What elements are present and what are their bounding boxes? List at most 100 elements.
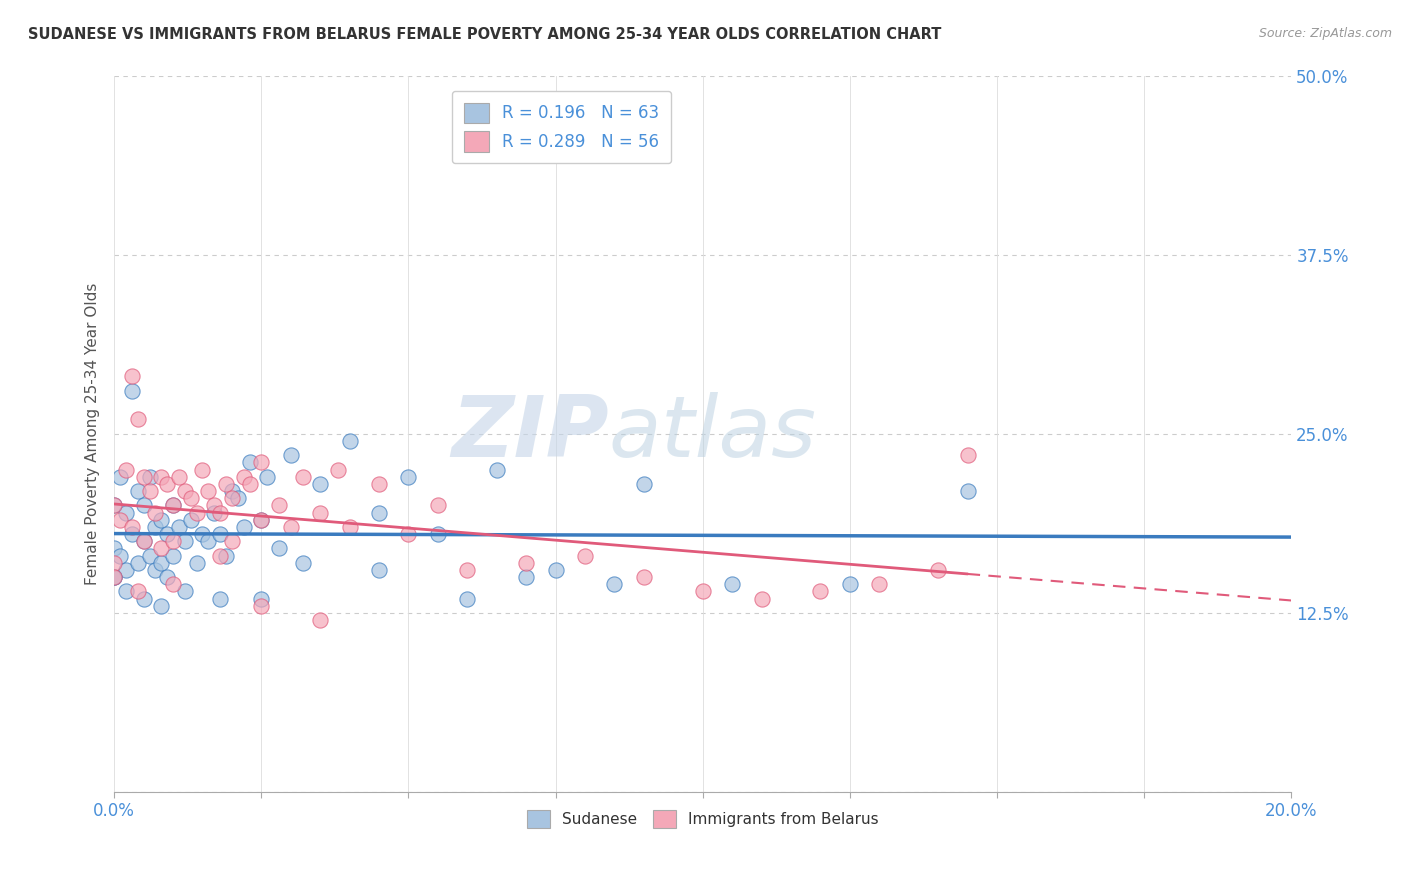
- Point: [267, 541, 290, 556]
- Point: [132, 499, 155, 513]
- Point: [127, 484, 149, 499]
- Point: [956, 484, 979, 499]
- Point: [127, 556, 149, 570]
- Point: [368, 506, 391, 520]
- Point: [162, 499, 184, 513]
- Point: [339, 520, 361, 534]
- Point: [115, 584, 138, 599]
- Point: [232, 469, 254, 483]
- Point: [633, 570, 655, 584]
- Point: [186, 556, 208, 570]
- Point: [209, 549, 232, 563]
- Point: [108, 469, 131, 483]
- Point: [162, 534, 184, 549]
- Point: [103, 556, 125, 570]
- Point: [138, 549, 160, 563]
- Point: [232, 520, 254, 534]
- Point: [326, 462, 349, 476]
- Point: [309, 613, 332, 627]
- Point: [238, 455, 260, 469]
- Point: [280, 448, 302, 462]
- Point: [150, 469, 173, 483]
- Point: [115, 506, 138, 520]
- Point: [692, 584, 714, 599]
- Point: [132, 534, 155, 549]
- Point: [121, 520, 143, 534]
- Point: [250, 513, 273, 527]
- Point: [162, 549, 184, 563]
- Point: [150, 599, 173, 613]
- Point: [280, 520, 302, 534]
- Point: [633, 476, 655, 491]
- Point: [145, 506, 167, 520]
- Point: [191, 527, 214, 541]
- Point: [197, 534, 219, 549]
- Point: [156, 476, 179, 491]
- Point: [173, 484, 195, 499]
- Point: [167, 469, 190, 483]
- Point: [956, 448, 979, 462]
- Point: [250, 591, 273, 606]
- Point: [250, 599, 273, 613]
- Point: [180, 513, 202, 527]
- Point: [485, 462, 508, 476]
- Point: [291, 469, 314, 483]
- Point: [309, 476, 332, 491]
- Point: [138, 469, 160, 483]
- Point: [544, 563, 567, 577]
- Point: [167, 520, 190, 534]
- Point: [115, 563, 138, 577]
- Point: [173, 584, 195, 599]
- Point: [221, 534, 243, 549]
- Point: [221, 484, 243, 499]
- Point: [215, 476, 238, 491]
- Point: [103, 570, 125, 584]
- Point: [751, 591, 773, 606]
- Point: [267, 499, 290, 513]
- Point: [221, 491, 243, 506]
- Point: [186, 506, 208, 520]
- Point: [574, 549, 596, 563]
- Point: [150, 513, 173, 527]
- Point: [209, 506, 232, 520]
- Point: [103, 541, 125, 556]
- Point: [456, 591, 478, 606]
- Point: [121, 384, 143, 398]
- Point: [121, 527, 143, 541]
- Point: [108, 513, 131, 527]
- Point: [226, 491, 249, 506]
- Point: [202, 506, 225, 520]
- Point: [145, 520, 167, 534]
- Point: [197, 484, 219, 499]
- Text: SUDANESE VS IMMIGRANTS FROM BELARUS FEMALE POVERTY AMONG 25-34 YEAR OLDS CORRELA: SUDANESE VS IMMIGRANTS FROM BELARUS FEMA…: [28, 27, 942, 42]
- Point: [426, 527, 449, 541]
- Point: [209, 591, 232, 606]
- Point: [291, 556, 314, 570]
- Point: [156, 527, 179, 541]
- Point: [202, 499, 225, 513]
- Point: [250, 513, 273, 527]
- Point: [103, 499, 125, 513]
- Point: [103, 570, 125, 584]
- Text: atlas: atlas: [609, 392, 817, 475]
- Text: Source: ZipAtlas.com: Source: ZipAtlas.com: [1258, 27, 1392, 40]
- Point: [132, 469, 155, 483]
- Point: [603, 577, 626, 591]
- Point: [838, 577, 860, 591]
- Point: [339, 434, 361, 448]
- Point: [721, 577, 744, 591]
- Point: [398, 469, 420, 483]
- Point: [127, 412, 149, 426]
- Point: [868, 577, 890, 591]
- Point: [368, 476, 391, 491]
- Point: [115, 462, 138, 476]
- Point: [180, 491, 202, 506]
- Point: [256, 469, 278, 483]
- Point: [103, 499, 125, 513]
- Point: [515, 556, 537, 570]
- Point: [138, 484, 160, 499]
- Point: [162, 577, 184, 591]
- Point: [209, 527, 232, 541]
- Point: [810, 584, 832, 599]
- Y-axis label: Female Poverty Among 25-34 Year Olds: Female Poverty Among 25-34 Year Olds: [86, 283, 100, 585]
